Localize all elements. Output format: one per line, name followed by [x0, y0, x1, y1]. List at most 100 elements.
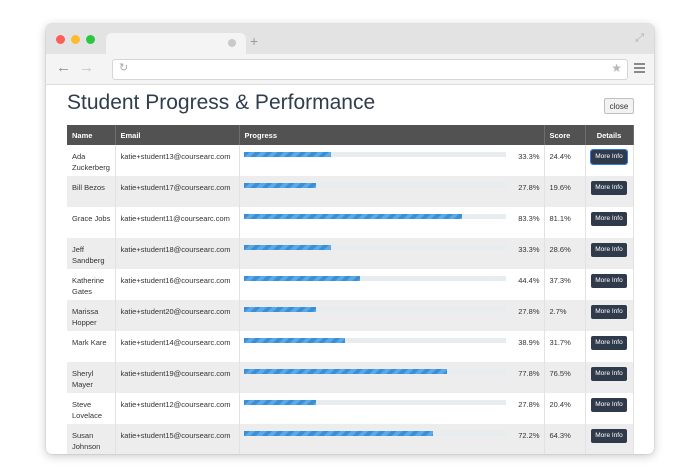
- student-score: 31.7%: [544, 331, 586, 362]
- student-name: Bill Bezos: [72, 183, 105, 192]
- progress-cell: 33.3%: [239, 238, 545, 269]
- forward-arrow-icon[interactable]: →: [79, 59, 94, 76]
- student-name: Susan: [72, 431, 94, 440]
- student-score: 81.1%: [544, 207, 586, 238]
- student-score: 76.5%: [544, 362, 586, 393]
- progress-bar: [243, 276, 506, 281]
- student-name-cell: Steve Lovelace: [67, 393, 116, 424]
- progress-percent: 38.9%: [518, 338, 540, 347]
- details-cell: More Info: [585, 331, 634, 362]
- more-info-button[interactable]: More Info: [591, 305, 627, 319]
- page-title: Student Progress & Performance: [67, 91, 376, 114]
- address-bar[interactable]: ↻ ★: [112, 59, 628, 80]
- progress-bar: [243, 338, 506, 343]
- progress-percent: 33.3%: [518, 152, 540, 161]
- progress-bar-fill: [243, 307, 317, 312]
- student-name-cell: Susan Johnson: [67, 424, 116, 454]
- student-email: katie+student17@coursearc.com: [115, 176, 240, 207]
- progress-bar: [243, 369, 506, 374]
- table-row: Steve Lovelace katie+student12@coursearc.c…: [67, 393, 634, 424]
- student-name: Sheryl: [72, 369, 94, 378]
- table-row: Marissa Hopper katie+student20@coursearc.c…: [67, 300, 634, 331]
- progress-percent: 83.3%: [518, 214, 540, 223]
- student-email: katie+student13@coursearc.com: [115, 145, 240, 176]
- details-cell: More Info: [585, 238, 634, 269]
- details-cell: More Info: [585, 393, 634, 424]
- details-cell: More Info: [585, 176, 634, 207]
- student-name-line2: Gates: [72, 287, 93, 296]
- student-name-line2: Zuckerberg: [72, 163, 110, 172]
- expand-icon[interactable]: ⤢: [635, 32, 644, 44]
- student-name: Katherine: [72, 276, 105, 285]
- progress-bar: [243, 307, 506, 312]
- student-name-line2: Hopper: [72, 318, 97, 327]
- student-name-line2: Mayer: [72, 380, 93, 389]
- student-name-cell: Sheryl Mayer: [67, 362, 116, 393]
- more-info-button[interactable]: More Info: [591, 367, 627, 381]
- more-info-button[interactable]: More Info: [591, 243, 627, 257]
- minimize-window-dot[interactable]: [71, 35, 80, 44]
- progress-percent: 44.4%: [518, 276, 540, 285]
- reload-icon[interactable]: ↻: [119, 62, 129, 74]
- progress-cell: 27.8%: [239, 300, 545, 331]
- page-content: Student Progress & Performance close Nam…: [46, 85, 654, 454]
- zoom-window-dot[interactable]: [86, 35, 95, 44]
- progress-bar: [243, 400, 506, 405]
- student-email: katie+student16@coursearc.com: [115, 269, 240, 300]
- student-name: Marissa: [72, 307, 99, 316]
- star-icon[interactable]: ★: [611, 61, 622, 75]
- progress-bar: [243, 245, 506, 250]
- header-email: Email: [115, 125, 240, 145]
- student-name: Grace Jobs: [72, 214, 111, 223]
- progress-bar: [243, 431, 506, 436]
- student-name: Ada: [72, 152, 86, 161]
- browser-tab[interactable]: [106, 33, 246, 54]
- progress-bar: [243, 152, 506, 157]
- details-cell: More Info: [585, 269, 634, 300]
- more-info-button[interactable]: More Info: [591, 398, 627, 412]
- progress-percent: 77.8%: [518, 369, 540, 378]
- menu-icon[interactable]: [634, 63, 645, 75]
- details-cell: More Info: [585, 145, 634, 176]
- header-score: Score: [544, 125, 586, 145]
- header-name: Name: [67, 125, 116, 145]
- header-details: Details: [585, 125, 634, 145]
- progress-percent: 33.3%: [518, 245, 540, 254]
- more-info-button[interactable]: More Info: [591, 336, 627, 350]
- back-arrow-icon[interactable]: ←: [56, 59, 71, 76]
- details-cell: More Info: [585, 207, 634, 238]
- more-info-button[interactable]: More Info: [590, 149, 628, 165]
- new-tab-icon[interactable]: +: [250, 33, 259, 49]
- progress-bar: [243, 214, 506, 219]
- details-cell: More Info: [585, 362, 634, 393]
- student-name: Jeff: [72, 245, 84, 254]
- progress-percent: 27.8%: [518, 400, 540, 409]
- more-info-button[interactable]: More Info: [591, 181, 627, 195]
- progress-cell: 44.4%: [239, 269, 545, 300]
- progress-percent: 72.2%: [518, 431, 540, 440]
- tab-close-icon[interactable]: [228, 39, 236, 47]
- progress-bar-fill: [243, 338, 346, 343]
- student-email: katie+student12@coursearc.com: [115, 393, 240, 424]
- more-info-button[interactable]: More Info: [591, 212, 627, 226]
- student-email: katie+student20@coursearc.com: [115, 300, 240, 331]
- progress-cell: 77.8%: [239, 362, 545, 393]
- student-score: 37.3%: [544, 269, 586, 300]
- progress-cell: 72.2%: [239, 424, 545, 454]
- student-name: Steve: [72, 400, 92, 409]
- progress-bar-fill: [243, 276, 360, 281]
- table-row: Bill Bezos katie+student17@coursearc.com 2…: [67, 176, 634, 207]
- progress-bar-fill: [243, 152, 331, 157]
- more-info-button[interactable]: More Info: [591, 429, 627, 443]
- student-name-line2: Sandberg: [72, 256, 105, 265]
- table-row: Susan Johnson katie+student15@coursearc.co…: [67, 424, 634, 454]
- progress-bar-fill: [243, 431, 433, 436]
- student-score: 2.7%: [544, 300, 586, 331]
- details-cell: More Info: [585, 424, 634, 454]
- table-row: Katherine Gates katie+student16@coursearc.…: [67, 269, 634, 300]
- table-row: Mark Kare katie+student14@coursearc.com 38…: [67, 331, 634, 362]
- close-button[interactable]: close: [604, 98, 634, 114]
- student-name-cell: Jeff Sandberg: [67, 238, 116, 269]
- more-info-button[interactable]: More Info: [591, 274, 627, 288]
- close-window-dot[interactable]: [56, 35, 65, 44]
